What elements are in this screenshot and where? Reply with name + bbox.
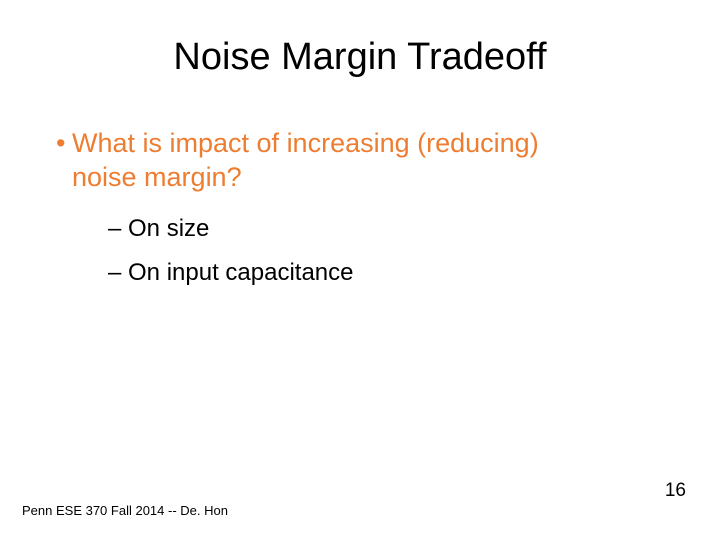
dash-icon: – (108, 259, 128, 286)
bullet-dot-icon: • (56, 127, 72, 161)
sub-bullet: – On size (0, 213, 720, 245)
bullet-line2: noise margin? (72, 162, 242, 192)
bullet-line1: What is impact of increasing (reducing) (72, 128, 539, 158)
dash-icon: – (108, 215, 128, 242)
main-bullet: •What is impact of increasing (reducing)… (0, 127, 720, 195)
slide-container: Noise Margin Tradeoff •What is impact of… (0, 0, 720, 540)
sub-bullet-text: On input capacitance (128, 259, 353, 286)
footer-text: Penn ESE 370 Fall 2014 -- De. Hon (22, 503, 228, 518)
slide-title: Noise Margin Tradeoff (0, 0, 720, 109)
page-number: 16 (665, 480, 686, 502)
sub-bullet-text: On size (128, 215, 209, 242)
sub-bullet: – On input capacitance (0, 257, 720, 289)
